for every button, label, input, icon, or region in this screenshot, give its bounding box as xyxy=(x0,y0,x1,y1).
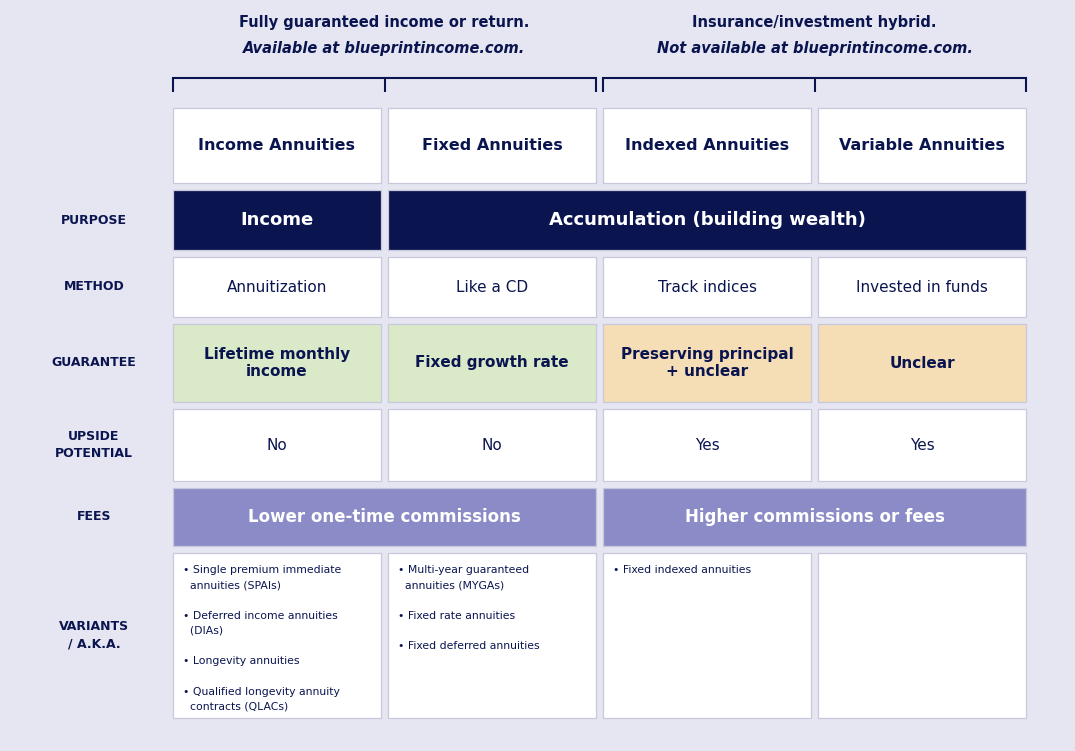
Text: Preserving principal
+ unclear: Preserving principal + unclear xyxy=(620,347,793,379)
Text: VARIANTS
/ A.K.A.: VARIANTS / A.K.A. xyxy=(59,620,129,650)
Bar xyxy=(603,108,811,183)
Bar xyxy=(173,108,381,183)
Bar xyxy=(603,553,811,718)
Text: • Single premium immediate
  annuities (SPAIs)

• Deferred income annuities
  (D: • Single premium immediate annuities (SP… xyxy=(183,565,341,712)
Bar xyxy=(603,409,811,481)
Text: Yes: Yes xyxy=(909,438,934,453)
Bar xyxy=(173,409,381,481)
Bar xyxy=(818,409,1026,481)
Text: Lifetime monthly
income: Lifetime monthly income xyxy=(204,347,350,379)
Text: Fixed Annuities: Fixed Annuities xyxy=(421,138,562,153)
Text: GUARANTEE: GUARANTEE xyxy=(52,357,137,369)
Text: Lower one-time commissions: Lower one-time commissions xyxy=(248,508,521,526)
Text: No: No xyxy=(267,438,287,453)
Text: PURPOSE: PURPOSE xyxy=(61,213,127,227)
Text: • Multi-year guaranteed
  annuities (MYGAs)

• Fixed rate annuities

• Fixed def: • Multi-year guaranteed annuities (MYGAs… xyxy=(398,565,540,651)
Bar xyxy=(388,108,596,183)
Text: Fully guaranteed income or return.: Fully guaranteed income or return. xyxy=(240,14,530,29)
Bar xyxy=(173,488,596,546)
Bar xyxy=(173,190,381,250)
Bar xyxy=(173,553,381,718)
Text: UPSIDE
POTENTIAL: UPSIDE POTENTIAL xyxy=(55,430,133,460)
Bar xyxy=(818,108,1026,183)
Text: Income: Income xyxy=(241,211,314,229)
Text: Unclear: Unclear xyxy=(889,355,955,370)
Text: Yes: Yes xyxy=(694,438,719,453)
Bar xyxy=(388,324,596,402)
Bar xyxy=(818,257,1026,317)
Bar xyxy=(603,488,1026,546)
Text: Indexed Annuities: Indexed Annuities xyxy=(625,138,789,153)
Text: Income Annuities: Income Annuities xyxy=(199,138,356,153)
Text: Fixed growth rate: Fixed growth rate xyxy=(415,355,569,370)
Bar xyxy=(173,324,381,402)
Text: No: No xyxy=(482,438,502,453)
Text: Annuitization: Annuitization xyxy=(227,279,327,294)
Bar xyxy=(388,553,596,718)
Text: METHOD: METHOD xyxy=(63,281,125,294)
Text: FEES: FEES xyxy=(76,511,111,523)
Bar xyxy=(388,190,1026,250)
Text: • Fixed indexed annuities: • Fixed indexed annuities xyxy=(613,565,751,575)
Text: Accumulation (building wealth): Accumulation (building wealth) xyxy=(548,211,865,229)
Text: Insurance/investment hybrid.: Insurance/investment hybrid. xyxy=(692,14,936,29)
Text: Available at blueprintincome.com.: Available at blueprintincome.com. xyxy=(243,41,526,56)
Bar xyxy=(603,324,811,402)
Bar xyxy=(388,257,596,317)
Bar xyxy=(818,553,1026,718)
Text: Invested in funds: Invested in funds xyxy=(856,279,988,294)
Text: Not available at blueprintincome.com.: Not available at blueprintincome.com. xyxy=(657,41,973,56)
Bar xyxy=(388,409,596,481)
Text: Like a CD: Like a CD xyxy=(456,279,528,294)
Bar xyxy=(173,257,381,317)
Bar xyxy=(818,324,1026,402)
Text: Variable Annuities: Variable Annuities xyxy=(840,138,1005,153)
Text: Track indices: Track indices xyxy=(658,279,757,294)
Bar xyxy=(603,257,811,317)
Text: Higher commissions or fees: Higher commissions or fees xyxy=(685,508,945,526)
